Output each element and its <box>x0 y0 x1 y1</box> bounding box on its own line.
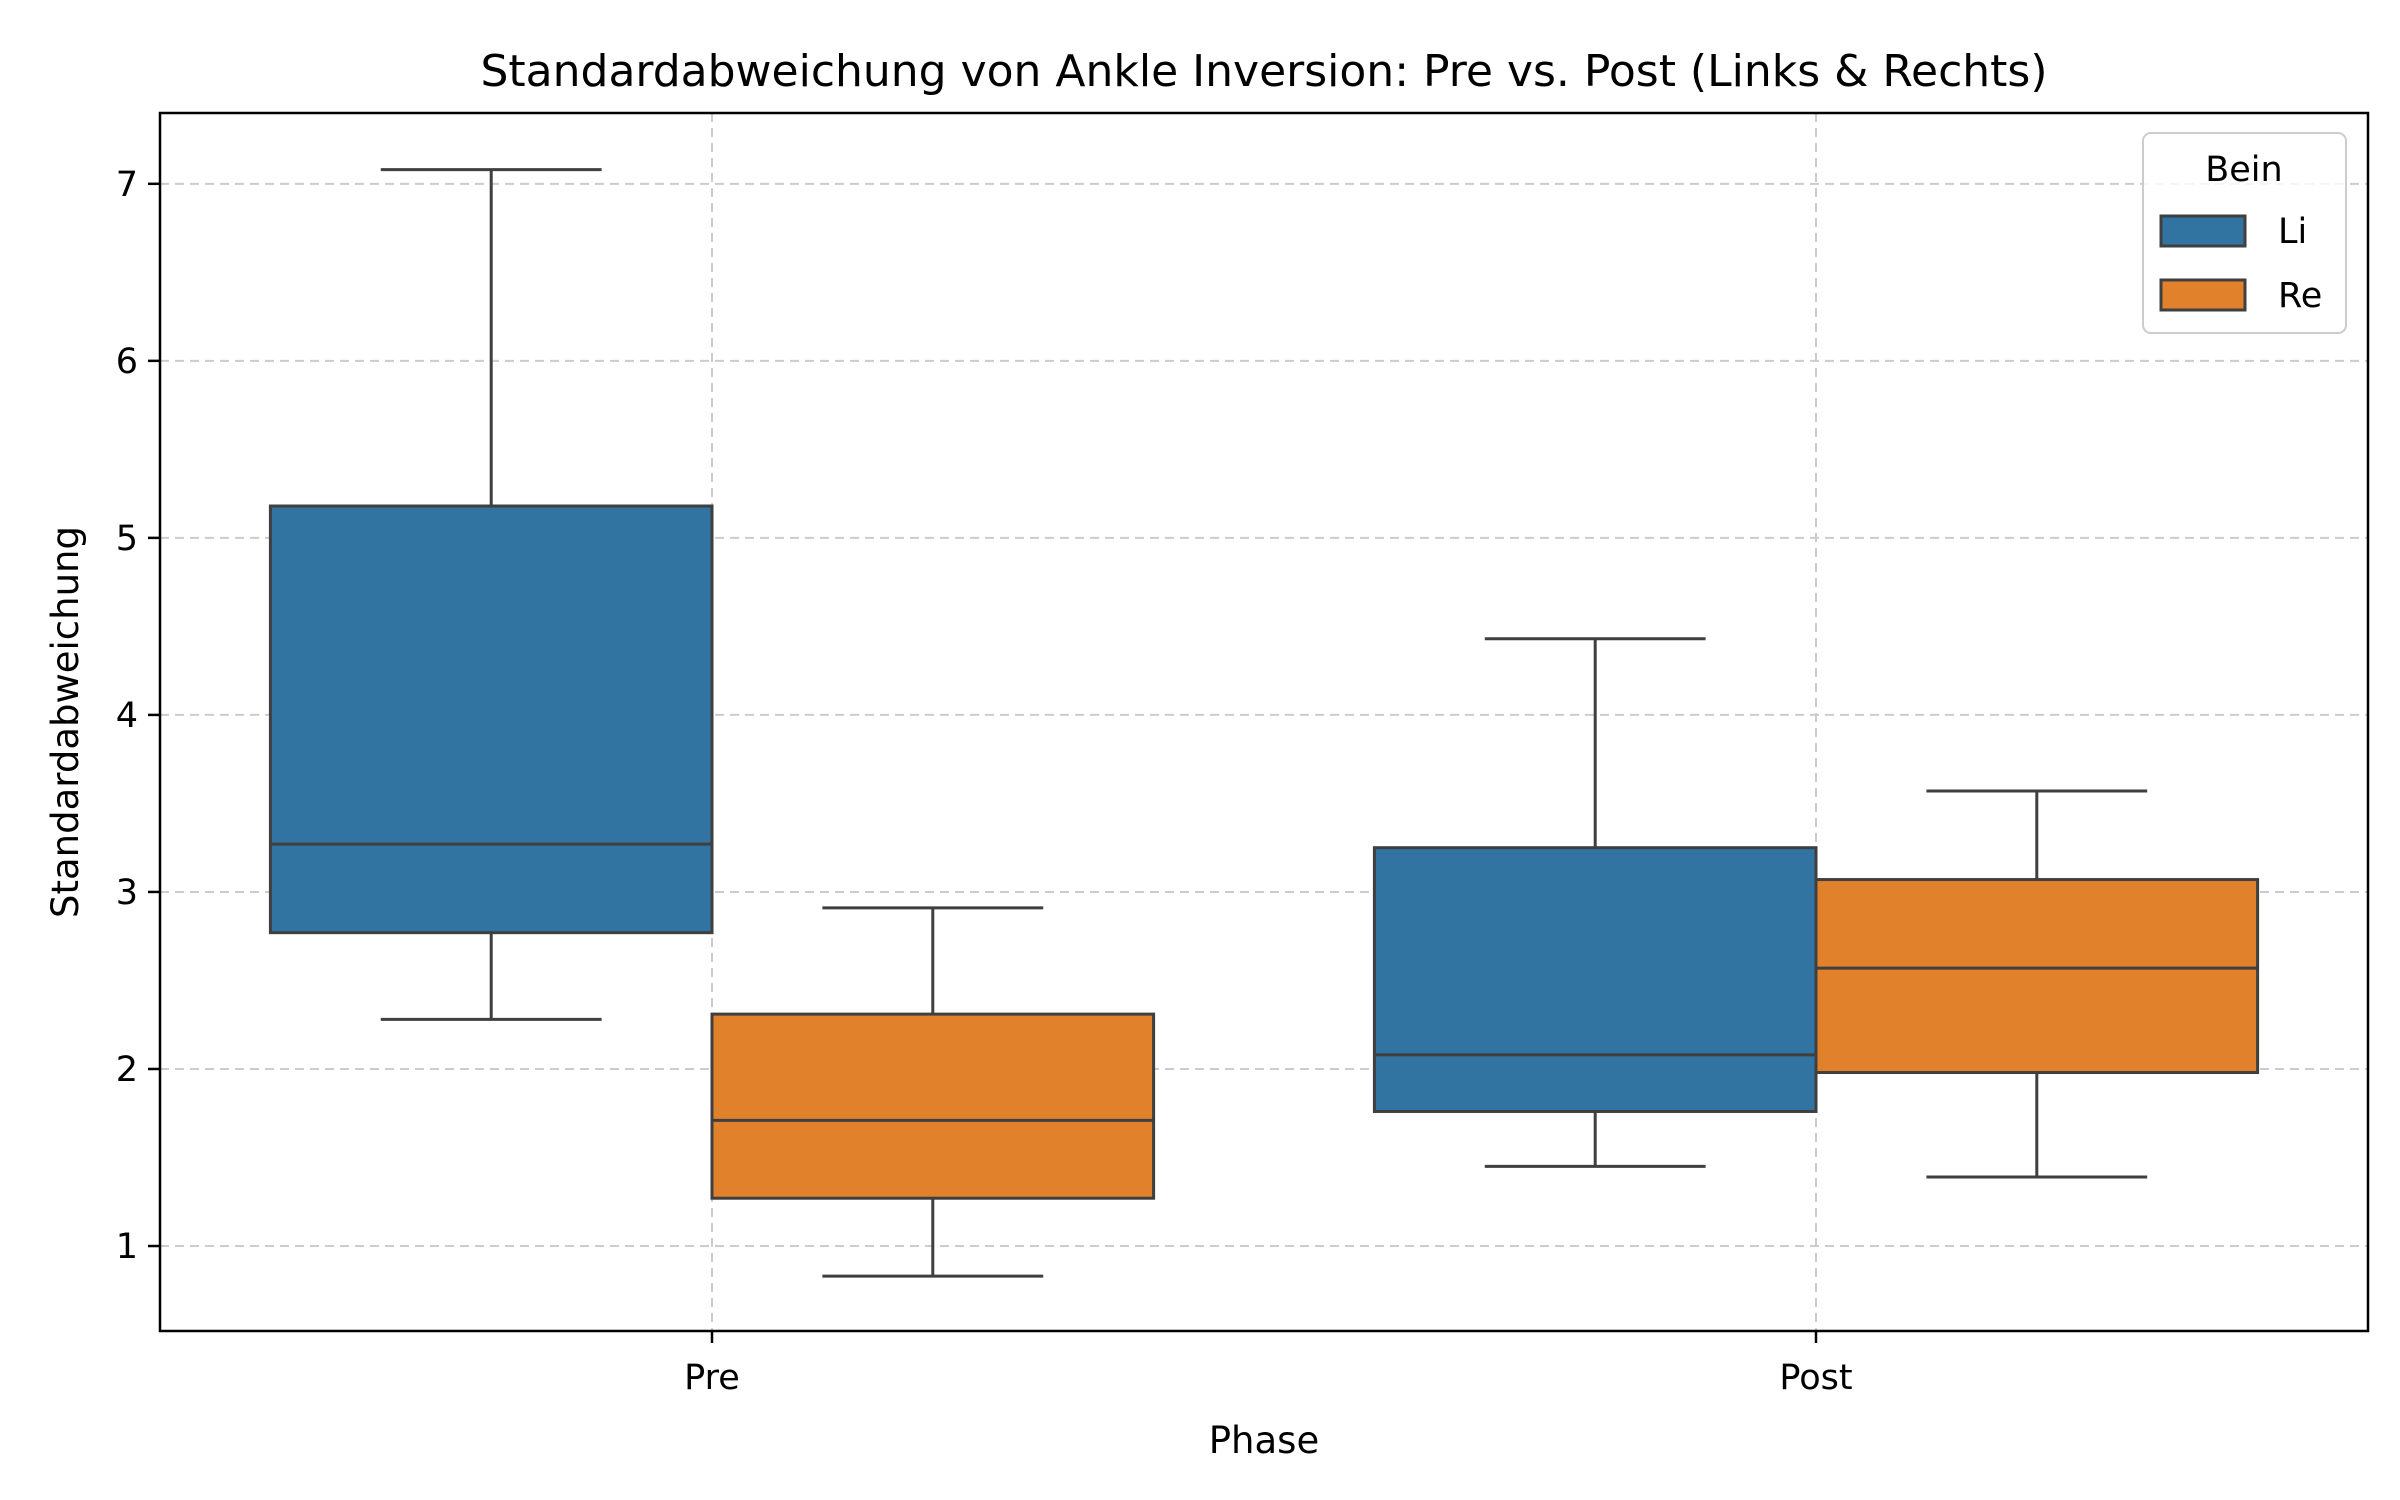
y-tick-label: 4 <box>116 696 138 736</box>
box-layer <box>268 168 2260 1278</box>
box-re-pre <box>710 906 1156 1278</box>
box-li-post <box>1372 637 1818 1168</box>
legend-title: Bein <box>2205 150 2282 190</box>
box-re-post <box>1814 789 2260 1179</box>
legend-label-li: Li <box>2278 212 2307 252</box>
box-li-pre <box>268 168 714 1021</box>
y-tick-label: 2 <box>116 1050 138 1090</box>
iqr-box <box>268 504 714 935</box>
y-tick-label: 3 <box>116 873 138 913</box>
y-tick-label: 6 <box>116 342 138 382</box>
x-axis-label: Phase <box>1209 1419 1319 1462</box>
y-tick-label: 1 <box>116 1227 138 1267</box>
plot-area-frame <box>158 111 2370 1333</box>
legend-label-re: Re <box>2278 276 2322 316</box>
y-axis-label: Standardabweichung <box>44 526 87 918</box>
y-tick-label: 5 <box>116 519 138 559</box>
legend-swatch-li <box>2159 214 2247 248</box>
iqr-box <box>710 1012 1156 1200</box>
x-tick-label: Pre <box>684 1358 740 1398</box>
axis-ticks: 1 2 3 4 5 6 7 Pre Post <box>116 165 1853 1398</box>
iqr-box <box>1814 878 2260 1075</box>
x-tick-label: Post <box>1779 1358 1852 1398</box>
legend: Bein Li Re <box>2142 132 2347 334</box>
legend-swatch-re <box>2159 278 2247 312</box>
chart-title: Standardabweichung von Ankle Inversion: … <box>480 46 2047 97</box>
iqr-box <box>1372 846 1818 1113</box>
y-tick-label: 7 <box>116 165 138 205</box>
